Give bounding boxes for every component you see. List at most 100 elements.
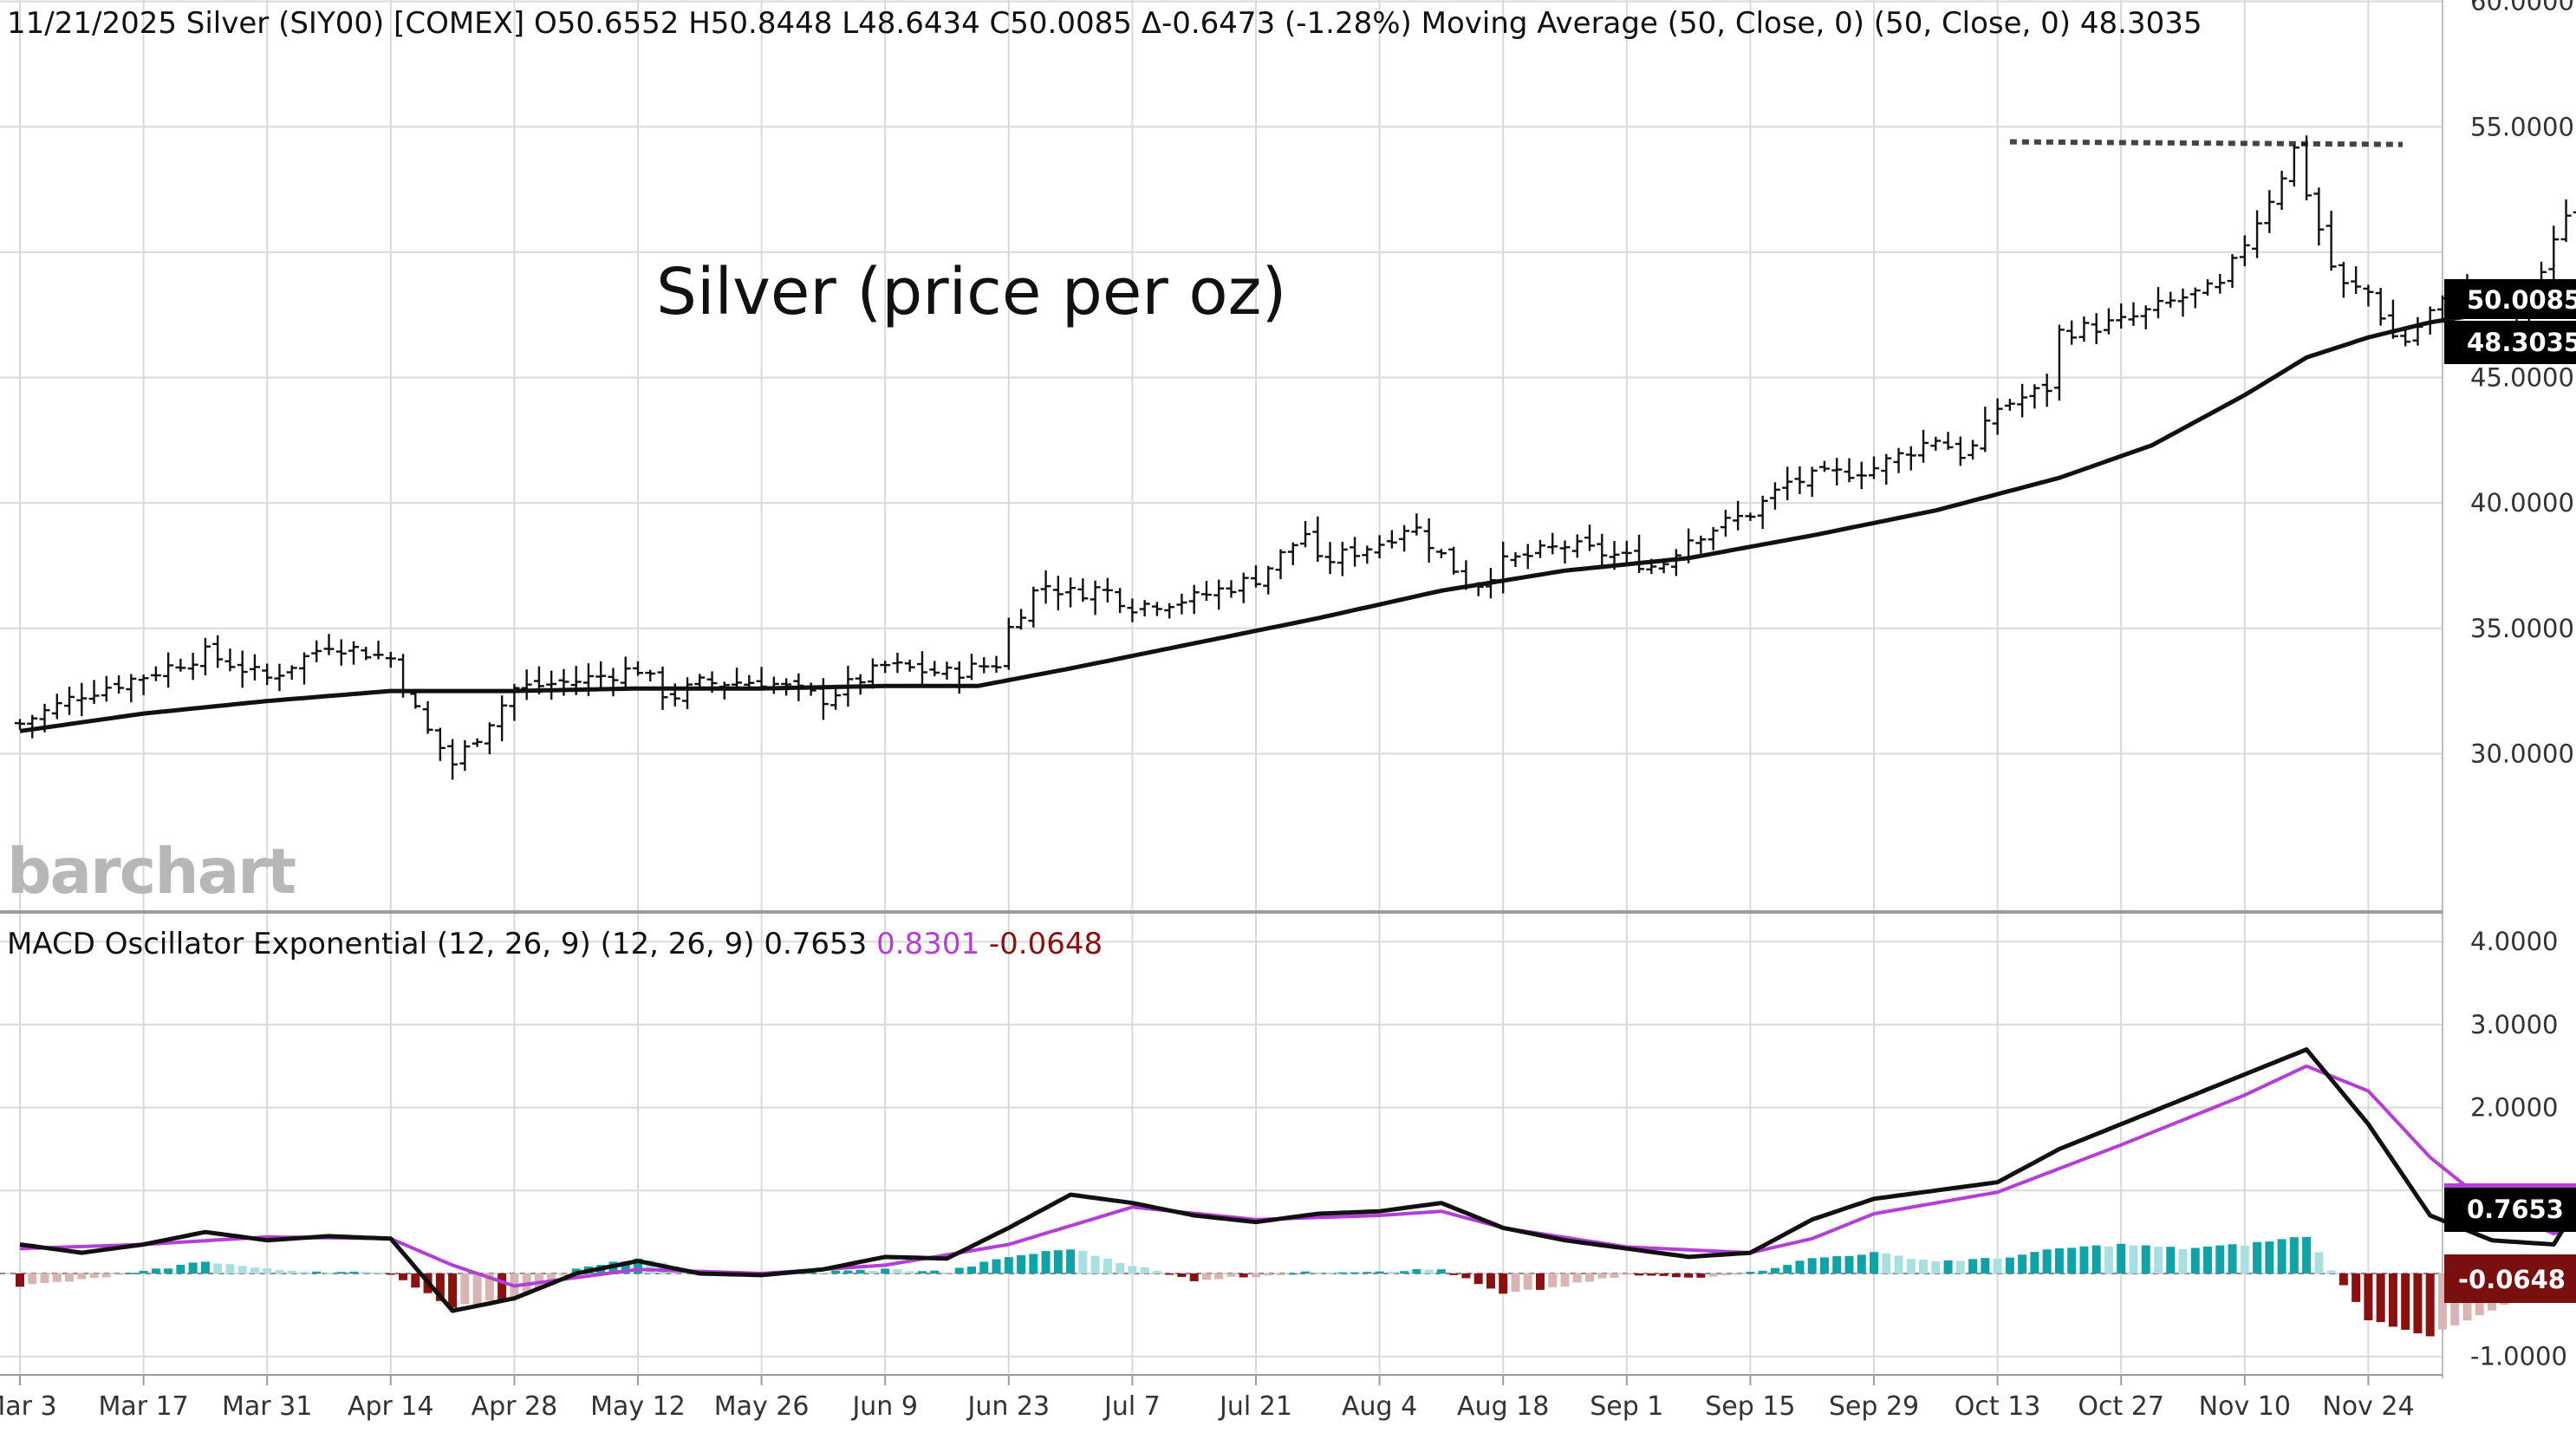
price-bar (744, 674, 755, 688)
macd-line (19, 1047, 2576, 1313)
macd-histogram-bar (237, 1266, 247, 1273)
macd-histogram-bar (2129, 1245, 2138, 1273)
macd-histogram-bar (2018, 1254, 2027, 1273)
macd-histogram-bar (831, 1270, 841, 1273)
macd-histogram-bar (399, 1273, 408, 1280)
macd-histogram-bar (893, 1268, 902, 1273)
price-bar (1362, 545, 1373, 564)
price-bar (1498, 541, 1509, 594)
price-bar (1670, 549, 1682, 576)
x-tick-label: Jul 7 (1103, 1391, 1161, 1422)
macd-histogram-bar (2401, 1273, 2410, 1330)
macd-histogram-bar (324, 1273, 334, 1274)
macd-histogram-bar (52, 1273, 62, 1282)
price-y-tick-label: 55.0000 (2470, 112, 2574, 141)
price-bar (1806, 466, 1818, 498)
macd-histogram-bar (2314, 1252, 2324, 1273)
macd-histogram-bar (1647, 1273, 1656, 1276)
macd-histogram-bar (472, 1273, 482, 1305)
price-bar (348, 641, 360, 665)
header-study: Moving Average (50, Close, 0) (1421, 6, 1864, 41)
price-bar (2128, 302, 2139, 326)
macd-histogram-bar (1004, 1257, 1013, 1273)
macd-histogram-bar (806, 1272, 816, 1273)
macd-histogram-bar (1337, 1272, 1347, 1274)
price-bar (187, 653, 198, 681)
price-bar (1287, 542, 1298, 565)
price-bar (1547, 532, 1558, 555)
macd-histogram-bar (1894, 1255, 1903, 1273)
macd-histogram-bar (1635, 1273, 1644, 1276)
price-bar (1350, 537, 1361, 567)
price-bar (904, 659, 915, 672)
price-bar (620, 656, 631, 688)
price-bar (953, 661, 965, 694)
macd-histogram-bar (1783, 1265, 1792, 1273)
price-header: 11/21/2025 Silver (SIY00) [COMEX] O50.65… (7, 6, 2202, 41)
macd-histogram-bar (1301, 1271, 1311, 1273)
price-bar (27, 714, 38, 739)
price-bar (2140, 305, 2151, 329)
price-bar (1597, 533, 1608, 570)
price-bar (1856, 461, 1867, 490)
macd-histogram-bar (1610, 1273, 1619, 1278)
macd-histogram-bar (101, 1273, 111, 1278)
macd-histogram-bar (386, 1273, 395, 1275)
macd-histogram-bar (1535, 1273, 1545, 1290)
price-bar (768, 676, 779, 694)
macd-histogram-bar (2166, 1247, 2176, 1273)
macd-histogram-bar (2289, 1237, 2299, 1273)
macd-histogram-bar (176, 1264, 185, 1273)
macd-histogram-bar (1993, 1258, 2002, 1273)
price-bar (2301, 135, 2313, 201)
macd-histogram-bar (1857, 1254, 1866, 1273)
macd-histogram-bar (188, 1262, 198, 1273)
price-y-tick-label: 60.0000 (2470, 0, 2574, 16)
price-bar (2165, 291, 2176, 308)
price-bar (1522, 544, 1533, 570)
price-bar (979, 656, 990, 674)
price-bar (1151, 602, 1162, 616)
price-bar (1213, 579, 1225, 610)
macd-histogram-bar (2352, 1273, 2361, 1302)
macd-histogram-bar (559, 1273, 569, 1276)
price-bar (682, 677, 693, 709)
price-bar (2078, 316, 2090, 342)
price-bar (1708, 526, 1719, 550)
macd-histogram-bar (2425, 1273, 2435, 1337)
macd-histogram-bar (1363, 1272, 1372, 1273)
x-tick-label: May 26 (714, 1391, 810, 1422)
x-tick-label: Jun 9 (850, 1391, 918, 1422)
macd-histogram-bar (2153, 1247, 2163, 1273)
x-tick-label: Oct 13 (1955, 1391, 2041, 1422)
macd-value-tag: 0.7653 (2444, 1183, 2576, 1232)
macd-histogram-bar (89, 1273, 99, 1279)
macd-y-tick-label: -1.0000 (2470, 1342, 2567, 1371)
x-tick-label: Aug 18 (1457, 1391, 1549, 1422)
macd-histogram-bar (1746, 1271, 1755, 1273)
macd-histogram-bar (1721, 1273, 1730, 1276)
macd-histogram-bar (2091, 1245, 2101, 1273)
header-date: 11/21/2025 (7, 6, 177, 41)
ma-value-tag-bg (2444, 321, 2576, 364)
macd-histogram-bar (992, 1259, 1001, 1273)
macd-header: MACD Oscillator Exponential (12, 26, 9) … (7, 927, 1103, 961)
macd-histogram-bar (1734, 1273, 1743, 1275)
price-bar (1016, 609, 1027, 630)
price-bar (1769, 482, 1780, 510)
macd-histogram-bar (2005, 1257, 2014, 1273)
price-bar (286, 665, 297, 681)
price-bar (2412, 316, 2423, 346)
macd-histogram-bar (1252, 1273, 1260, 1278)
price-bar (1115, 588, 1126, 614)
price-bar (1621, 540, 1632, 564)
macd-histogram-bar (2413, 1273, 2423, 1334)
macd-histogram-bar (65, 1273, 75, 1282)
macd-histogram-bar (2203, 1246, 2213, 1273)
macd-histogram-bar (1870, 1252, 1878, 1273)
x-tick-label: Aug 4 (1342, 1391, 1417, 1422)
resistance-line (2009, 139, 2404, 147)
x-tick-label: Mar 17 (98, 1391, 188, 1422)
price-bar (2004, 399, 2015, 411)
macd-histogram-bar (534, 1273, 543, 1288)
